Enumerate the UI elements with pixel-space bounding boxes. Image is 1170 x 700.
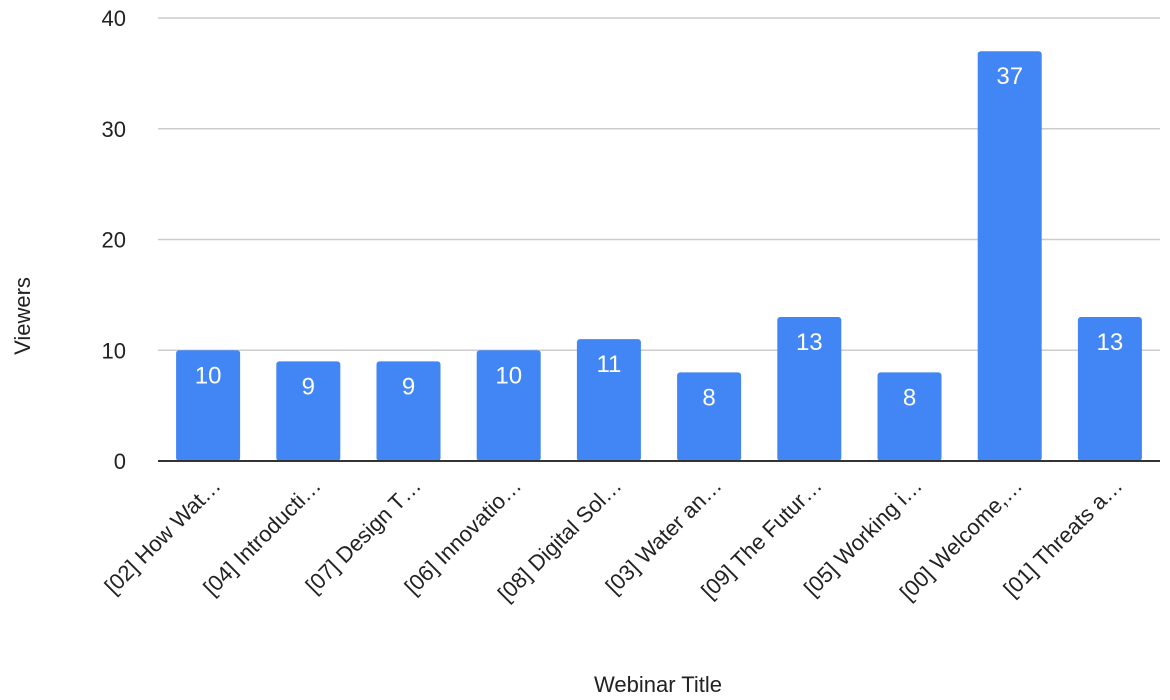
- bar[interactable]: [276, 361, 341, 461]
- bar[interactable]: [977, 51, 1042, 461]
- bars: [176, 51, 1142, 461]
- bar[interactable]: [576, 339, 641, 461]
- bar-value-label: 11: [596, 351, 621, 378]
- bar-value-label: 8: [903, 384, 916, 411]
- bar-value-labels: 10 9 9 10 11 8 13 8 37 13: [195, 63, 1124, 411]
- y-tick-label: 10: [102, 338, 126, 363]
- y-axis-ticks: 0 10 20 30 40: [102, 6, 126, 474]
- y-tick-label: 20: [102, 228, 126, 253]
- x-axis-title: Webinar Title: [594, 672, 722, 697]
- bar-value-label: 37: [996, 63, 1023, 90]
- bar[interactable]: [376, 361, 441, 461]
- bar-value-label: 10: [495, 362, 522, 389]
- bar[interactable]: [476, 350, 541, 461]
- bar-value-label: 9: [302, 373, 315, 400]
- bar[interactable]: [176, 350, 241, 461]
- x-axis-tick-labels: [02] How Wat…[04] Introducti…[07] Design…: [100, 473, 1128, 607]
- bar-value-label: 13: [1097, 329, 1124, 356]
- bar[interactable]: [877, 372, 942, 461]
- y-tick-label: 0: [114, 449, 126, 474]
- y-tick-label: 30: [102, 117, 126, 142]
- y-axis-title: Viewers: [10, 277, 35, 355]
- bar-value-label: 10: [195, 362, 222, 389]
- bar-value-label: 13: [796, 329, 823, 356]
- bar[interactable]: [677, 372, 742, 461]
- bar-value-label: 8: [702, 384, 715, 411]
- bar-value-label: 9: [402, 373, 415, 400]
- y-tick-label: 40: [102, 6, 126, 31]
- bar[interactable]: [1077, 317, 1142, 461]
- bar[interactable]: [777, 317, 842, 461]
